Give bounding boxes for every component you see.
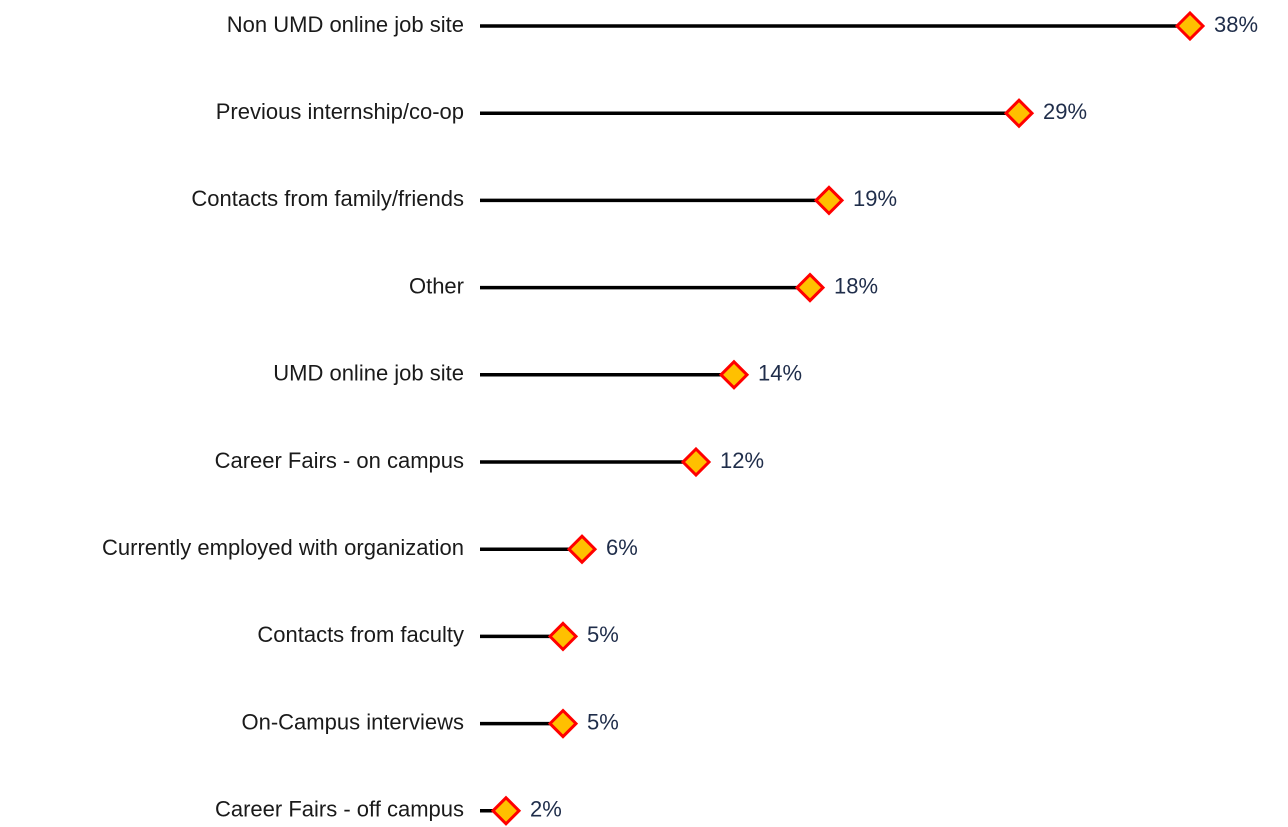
category-label: Other bbox=[409, 273, 464, 298]
marker bbox=[547, 621, 579, 652]
value-label: 14% bbox=[758, 361, 802, 386]
value-label: 5% bbox=[587, 622, 619, 647]
category-label: Contacts from faculty bbox=[257, 622, 464, 647]
category-label: Career Fairs - on campus bbox=[215, 448, 464, 473]
value-label: 5% bbox=[587, 709, 619, 734]
value-label: 12% bbox=[720, 448, 764, 473]
marker bbox=[490, 795, 522, 826]
value-label: 18% bbox=[834, 273, 878, 298]
marker bbox=[718, 359, 750, 390]
value-label: 2% bbox=[530, 797, 562, 822]
value-label: 29% bbox=[1043, 99, 1087, 124]
value-label: 6% bbox=[606, 535, 638, 560]
marker bbox=[1174, 10, 1206, 42]
category-label: Currently employed with organization bbox=[102, 535, 464, 560]
category-label: Career Fairs - off campus bbox=[215, 797, 464, 822]
marker bbox=[566, 534, 598, 565]
marker bbox=[813, 185, 845, 216]
marker bbox=[547, 708, 579, 739]
category-label: On-Campus interviews bbox=[241, 709, 464, 734]
marker bbox=[794, 272, 826, 303]
category-label: Previous internship/co-op bbox=[216, 99, 464, 124]
category-label: Contacts from family/friends bbox=[191, 186, 464, 211]
value-label: 38% bbox=[1214, 12, 1258, 37]
value-label: 19% bbox=[853, 186, 897, 211]
marker bbox=[680, 446, 712, 478]
marker bbox=[1003, 98, 1035, 129]
category-label: UMD online job site bbox=[273, 361, 464, 386]
category-label: Non UMD online job site bbox=[227, 12, 464, 37]
